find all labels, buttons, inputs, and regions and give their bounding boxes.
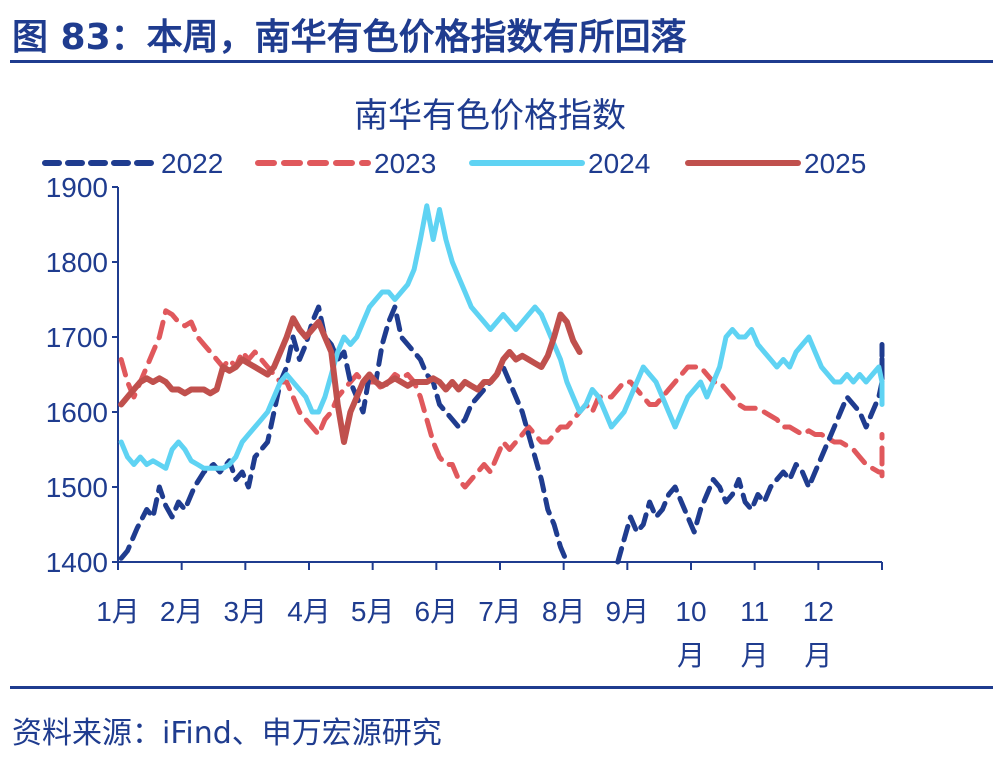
bottom-rule: [10, 686, 993, 689]
series-line-2025: [118, 311, 583, 445]
x-tick-label: 7月: [478, 596, 522, 627]
legend-label-2025: 2025: [804, 148, 866, 179]
x-tick-label: 1月: [96, 596, 140, 627]
plot-area: [118, 203, 885, 565]
y-tick-label: 1400: [46, 547, 108, 578]
figure-title: 图 83：本周，南华有色价格指数有所回落: [12, 17, 687, 58]
y-tick-label: 1900: [46, 172, 108, 203]
top-rule: [10, 60, 993, 63]
x-tick-label: 6月: [415, 596, 459, 627]
x-tick-label: 9月: [606, 596, 650, 627]
x-tick-label: 5月: [351, 596, 395, 627]
series-line-2024: [118, 203, 885, 471]
axes: 1400 1500 1600 1700 1800 1900 1月 2月 3月 4月 5月 6月 7月 8月…: [46, 172, 883, 671]
source-note: 资料来源：iFind、申万宏源研究: [12, 716, 442, 751]
series-line-2023: [118, 308, 885, 490]
x-tick-label: 12 月: [803, 596, 834, 671]
x-tick-label: 2月: [160, 596, 204, 627]
y-tick-label: 1500: [46, 472, 108, 503]
x-tick-label: 4月: [287, 596, 331, 627]
legend-label-2023: 2023: [374, 148, 436, 179]
chart-title: 南华有色价格指数: [354, 96, 626, 136]
line-chart: 南华有色价格指数 2022 2023 2024 2025 1400 1500 1600 17…: [42, 96, 885, 671]
y-tick-label: 1600: [46, 397, 108, 428]
x-tick-label: 10 月: [675, 596, 706, 671]
x-tick-label: 3月: [224, 596, 268, 627]
legend-label-2024: 2024: [588, 148, 650, 179]
y-tick-label: 1800: [46, 247, 108, 278]
legend: 2022 2023 2024 2025: [42, 148, 866, 179]
x-tick-label: 11 月: [740, 596, 769, 671]
legend-label-2022: 2022: [161, 148, 223, 179]
y-tick-label: 1700: [46, 322, 108, 353]
x-tick-label: 8月: [542, 596, 586, 627]
